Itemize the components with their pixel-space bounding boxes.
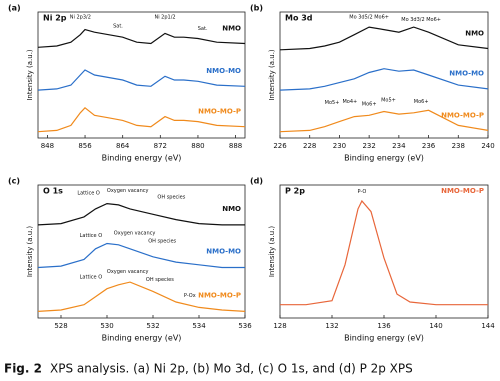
y-axis-label: Intensity (a.u.) [268, 49, 276, 101]
panel-title: Mo 3d [285, 14, 313, 23]
plot-frame [37, 11, 246, 139]
x-tick-label: 238 [452, 142, 465, 150]
series-label: NMO-MO [449, 70, 484, 78]
x-tick-label: 880 [191, 142, 204, 150]
x-tick-label: 140 [429, 322, 442, 330]
y-axis-label: Intensity (a.u.) [26, 49, 34, 101]
x-tick-label: 872 [154, 142, 167, 150]
x-axis-label: Binding energy (eV) [344, 154, 424, 163]
x-tick-label: 888 [229, 142, 242, 150]
annotation: Lattice O [77, 190, 100, 196]
annotation: Mo 3d5/2 Mo6+ [349, 15, 389, 21]
series-label: NMO-MO-P [441, 111, 484, 119]
annotation: Oxygen vacancy [107, 269, 149, 275]
panel-title: P 2p [285, 187, 305, 196]
series-label: NMO-MO-P [441, 187, 484, 195]
spectrum-line [280, 199, 488, 306]
x-axis-label: Binding energy (eV) [102, 334, 182, 343]
annotation: P-O [358, 189, 367, 195]
series-label: NMO-MO [206, 67, 241, 75]
spectrum-line [37, 202, 245, 226]
annotation: Mo 3d3/2 Mo6+ [401, 17, 441, 23]
x-tick-label: 536 [238, 322, 252, 330]
plot-frame [37, 184, 246, 319]
panel-title: O 1s [43, 187, 63, 196]
spectrum-line [37, 28, 246, 48]
annotation: Mo5+ [325, 100, 340, 106]
x-axis-label: Binding energy (eV) [102, 154, 182, 163]
x-tick-label: 132 [325, 322, 338, 330]
x-tick-label: 144 [481, 322, 495, 330]
x-tick-label: 230 [333, 142, 346, 150]
x-tick-label: 532 [146, 322, 159, 330]
x-tick-label: 856 [78, 142, 92, 150]
x-tick-label: 234 [392, 142, 406, 150]
x-tick-label: 136 [377, 322, 391, 330]
annotation: OH species [157, 194, 185, 200]
annotation: Sat. [113, 23, 123, 29]
x-tick-label: 864 [116, 142, 130, 150]
plot-frame [279, 184, 489, 319]
series-label: NMO [222, 205, 241, 213]
panel-title: Ni 2p [43, 14, 67, 23]
spectrum-line [37, 69, 246, 91]
series-label: NMO-MO-P [198, 108, 241, 116]
panel-label: (c) [8, 177, 20, 186]
annotation: OH species [146, 277, 174, 283]
annotation: Mo4+ [342, 99, 357, 105]
annotation: Sat. [198, 26, 208, 32]
panel-label: (b) [250, 4, 263, 13]
x-tick-label: 848 [41, 142, 54, 150]
y-axis-label: Intensity (a.u.) [26, 226, 34, 278]
spectrum-line [37, 281, 246, 312]
x-axis-label: Binding energy (eV) [344, 334, 424, 343]
series-label: NMO-MO [206, 248, 241, 256]
annotation: Lattice O [80, 274, 103, 280]
annotation: Oxygen vacancy [114, 230, 156, 236]
x-tick-label: 226 [273, 142, 287, 150]
series-label: NMO [465, 29, 484, 37]
series-label: NMO-MO-P [198, 291, 241, 299]
spectrum-line [37, 242, 245, 269]
x-tick-label: 228 [303, 142, 316, 150]
annotation: Ni 2p3/2 [70, 15, 91, 21]
y-axis-label: Intensity (a.u.) [268, 226, 276, 278]
x-tick-label: 128 [273, 322, 286, 330]
caption-text: XPS analysis. (a) Ni 2p, (b) Mo 3d, (c) … [50, 362, 413, 376]
annotation: OH species [148, 238, 176, 244]
annotation: Mo5+ [381, 98, 396, 104]
x-tick-label: 530 [100, 322, 113, 330]
spectrum-line [279, 26, 489, 51]
annotation: Mo6+ [362, 101, 377, 107]
x-tick-label: 236 [422, 142, 436, 150]
panel-label: (d) [250, 177, 263, 186]
plot-frame [279, 11, 489, 139]
panel-label: (a) [8, 4, 21, 13]
x-tick-label: 528 [54, 322, 67, 330]
x-tick-label: 232 [362, 142, 375, 150]
spectrum-line [279, 109, 489, 133]
x-tick-label: 534 [192, 322, 206, 330]
annotation: Lattice O [80, 233, 103, 239]
annotation: P-Ox [184, 293, 196, 299]
annotation: Ni 2p1/2 [154, 15, 175, 21]
annotation: Oxygen vacancy [107, 188, 149, 194]
caption-label: Fig. 2 [4, 362, 42, 376]
x-tick-label: 240 [481, 142, 494, 150]
series-label: NMO [222, 24, 241, 32]
spectrum-line [37, 106, 246, 133]
annotation: Mo6+ [414, 99, 429, 105]
spectrum-line [279, 68, 489, 91]
